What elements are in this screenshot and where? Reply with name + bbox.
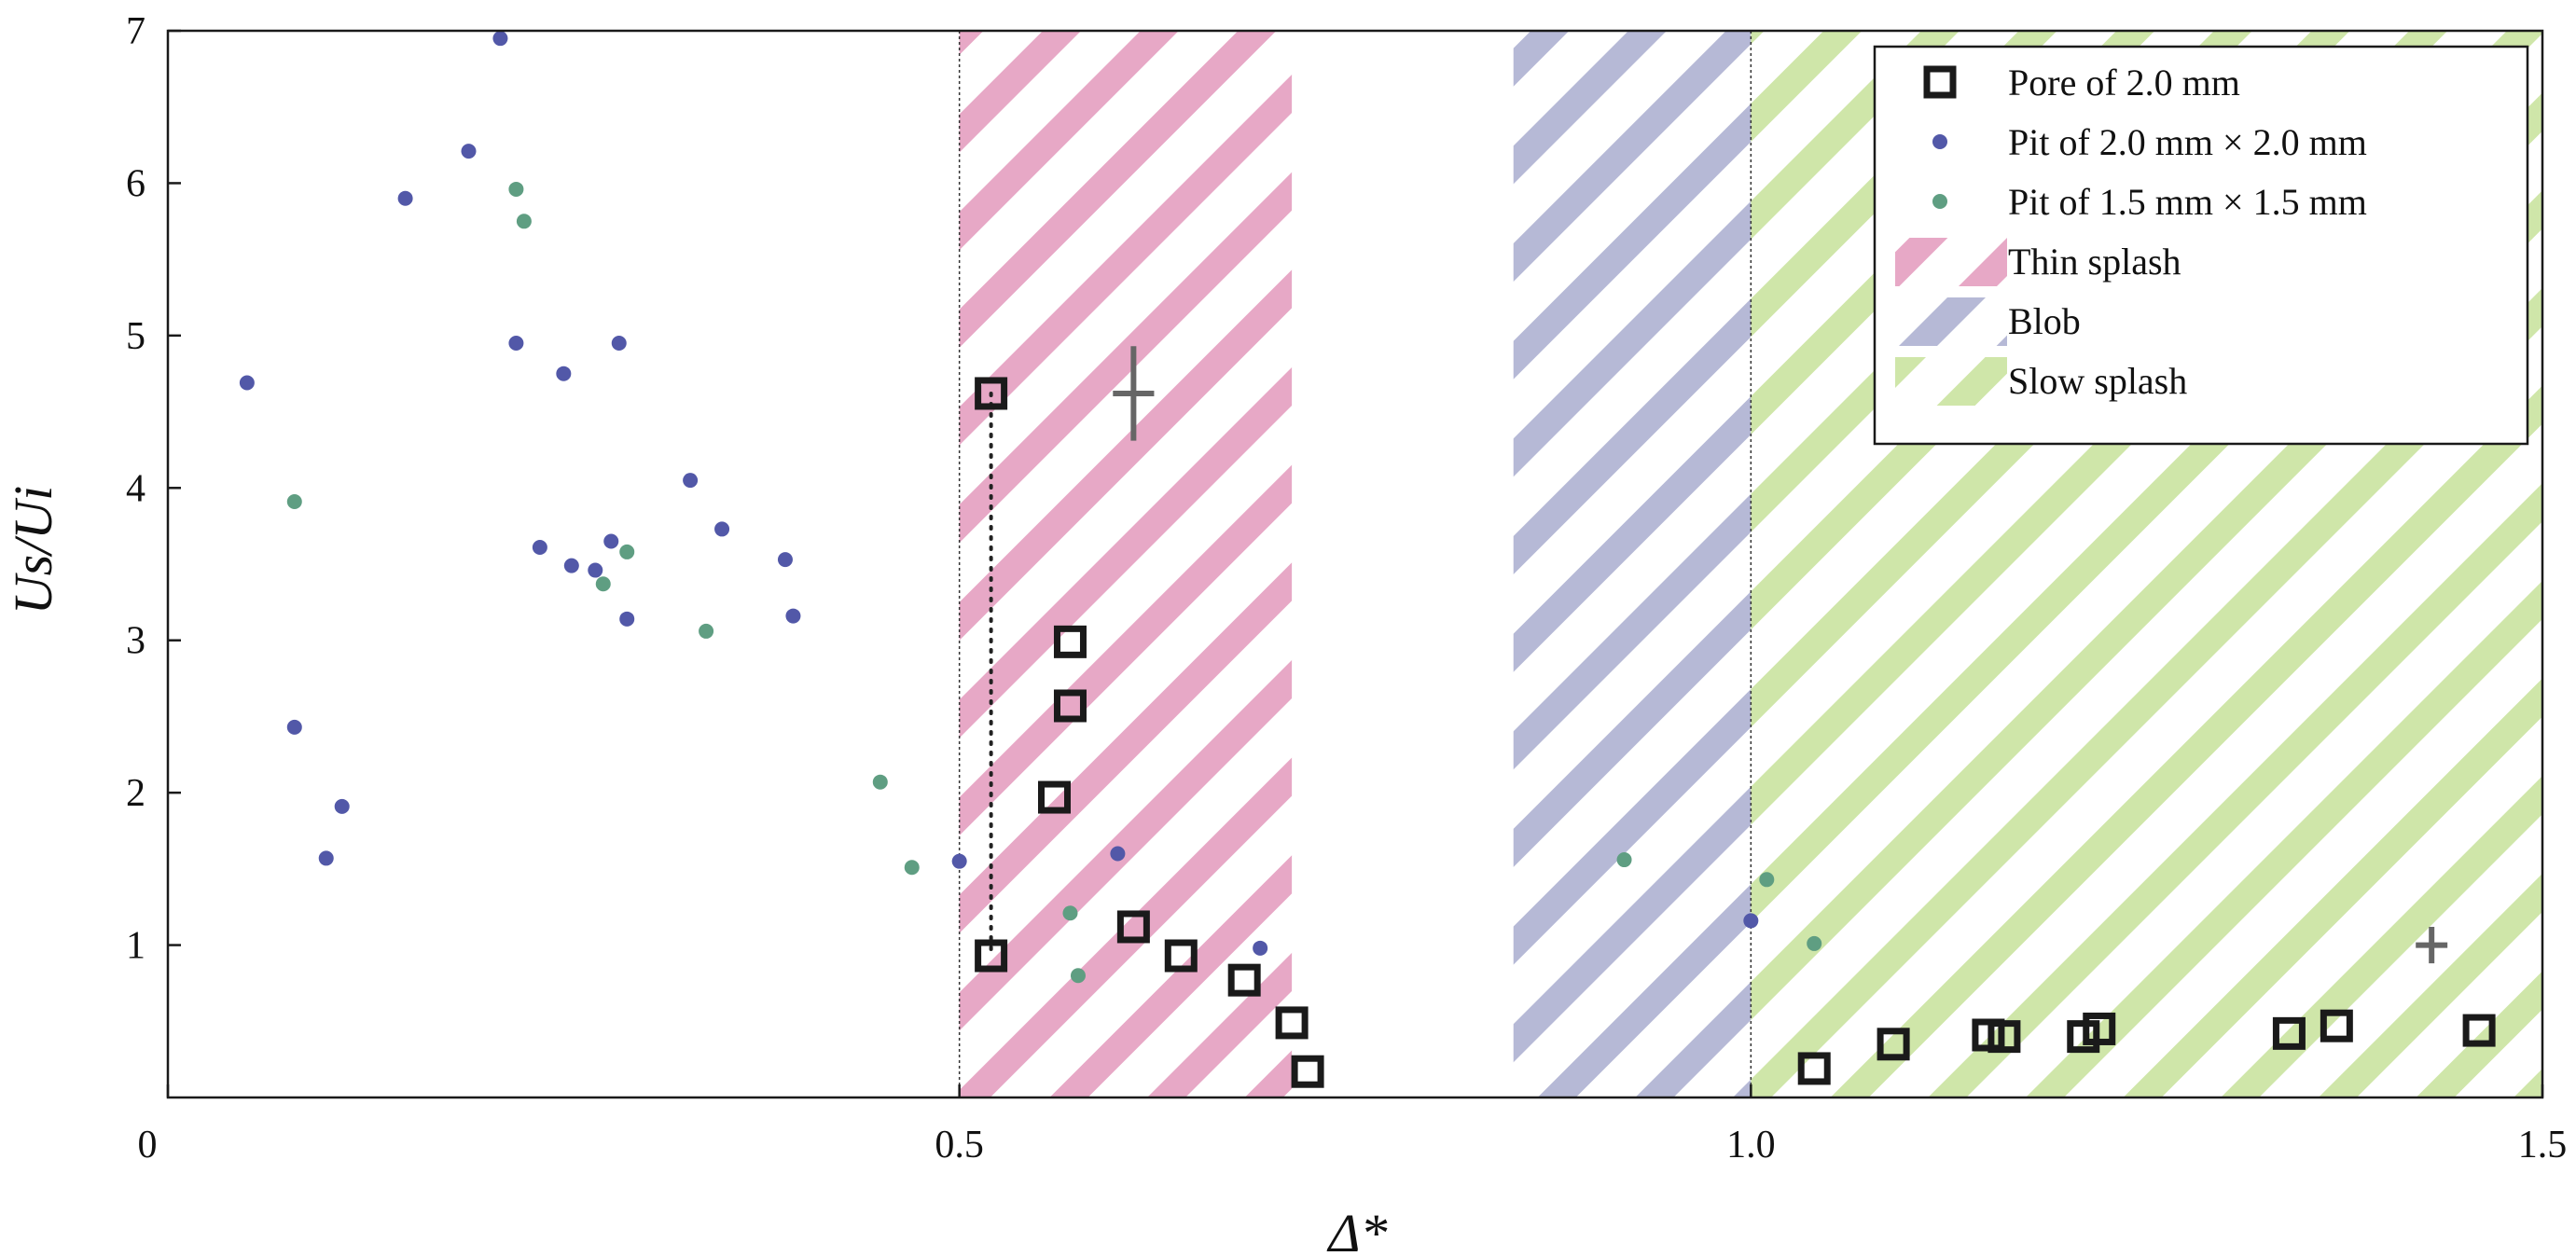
data-point [1227,963,1261,997]
data-point [532,540,547,556]
y-tick-label: 1 [126,925,145,968]
series-pore-of-2-0-mm [975,377,2496,1088]
data-point [975,377,1008,410]
axis-ticks: 0 0.5 1.0 1.5 1 2 3 4 5 6 7 [126,10,2567,1166]
data-point [1807,935,1822,951]
x-tick-label: 1.5 [2518,1124,2568,1166]
data-point [492,31,508,47]
data-point [1759,872,1775,888]
data-point [1291,1055,1324,1088]
data-point [508,181,524,197]
data-point [1797,1052,1831,1085]
x-axis-title: Δ* [1326,1203,1387,1256]
x-tick-label: 0 [138,1124,158,1166]
data-point [588,562,603,578]
data-point [2320,1009,2353,1042]
y-tick-label: 2 [126,772,145,815]
data-point [286,719,302,735]
data-point [714,521,730,537]
legend-swatch [1932,134,1947,149]
data-point [1038,780,1072,814]
legend-label: Thin splash [2008,241,2181,283]
data-point [611,336,627,352]
data-point [1062,905,1078,921]
data-point [2272,1016,2306,1050]
y-tick-label: 4 [126,467,145,510]
data-point [286,493,302,509]
data-point [904,860,920,876]
data-point [1616,852,1632,868]
y-tick-label: 5 [126,315,145,358]
legend-entry: Slow splash [1895,357,2187,406]
legend-entry: Blob [1895,297,2081,346]
data-point [318,850,334,866]
series-pit-of-2-0-mm-2-0-mm [239,31,1759,956]
data-point [603,533,619,549]
legend-label: Pore of 2.0 mm [2008,62,2240,104]
data-point [1987,1020,2021,1054]
data-point [516,214,532,229]
data-point [872,774,888,790]
data-point [1743,913,1759,929]
data-point [683,473,699,489]
data-point [975,939,1008,973]
legend-swatch [1895,238,2007,286]
y-tick-label: 7 [126,10,145,53]
legend-entry: Pit of 2.0 mm × 2.0 mm [1932,121,2367,163]
annotations [989,346,2448,964]
data-points [239,31,2496,1088]
data-point [239,375,255,391]
data-point [699,623,714,639]
data-point [461,144,477,159]
legend-label: Pit of 1.5 mm × 1.5 mm [2008,181,2367,223]
legend-label: Blob [2008,300,2081,342]
legend-swatch [1895,297,2007,346]
plot-frame [166,29,2544,1099]
data-point [1070,968,1086,984]
data-point [619,544,635,559]
data-point [2083,1012,2116,1045]
legend-entry: Pit of 1.5 mm × 1.5 mm [1932,181,2367,223]
data-point [1164,939,1198,973]
region-thin-splash [959,31,1293,1097]
data-point [1053,625,1087,658]
x-tick-label: 1.0 [1726,1124,1776,1166]
data-point [785,608,801,624]
x-tick-label: 0.5 [935,1124,984,1166]
data-point [2462,1014,2496,1047]
data-point [619,611,635,627]
data-point [1877,1028,1910,1061]
series-pit-of-1-5-mm-1-5-mm [286,181,1822,984]
legend-label: Pit of 2.0 mm × 2.0 mm [2008,121,2367,163]
region-dividers [958,31,1752,1097]
legend-entry: Pore of 2.0 mm [1923,62,2240,104]
data-point [334,798,350,814]
legend-entry: Thin splash [1895,238,2181,286]
legend-swatch [1895,357,2007,406]
legend: Pore of 2.0 mm Pit of 2.0 mm × 2.0 mm Pit … [1873,45,2529,446]
data-point [1110,846,1126,862]
legend-swatch [1932,194,1947,209]
data-point [777,552,793,568]
data-point [1275,1006,1309,1040]
data-point [508,336,524,352]
error-bar-cross [1113,346,1155,441]
data-point [595,576,611,592]
data-point [563,558,579,573]
error-bar-cross [2416,926,2448,964]
data-point [1253,940,1268,956]
legend-swatch [1923,65,1957,99]
data-point [556,366,572,381]
y-tick-label: 3 [126,620,145,663]
data-point [397,190,413,206]
data-point [1053,689,1087,723]
data-point [1116,910,1150,944]
region-blob [1513,31,1752,1097]
y-tick-label: 6 [126,162,145,205]
data-point [951,853,967,869]
legend-label: Slow splash [2008,360,2187,402]
y-axis-title: Us/Ui [3,486,63,615]
